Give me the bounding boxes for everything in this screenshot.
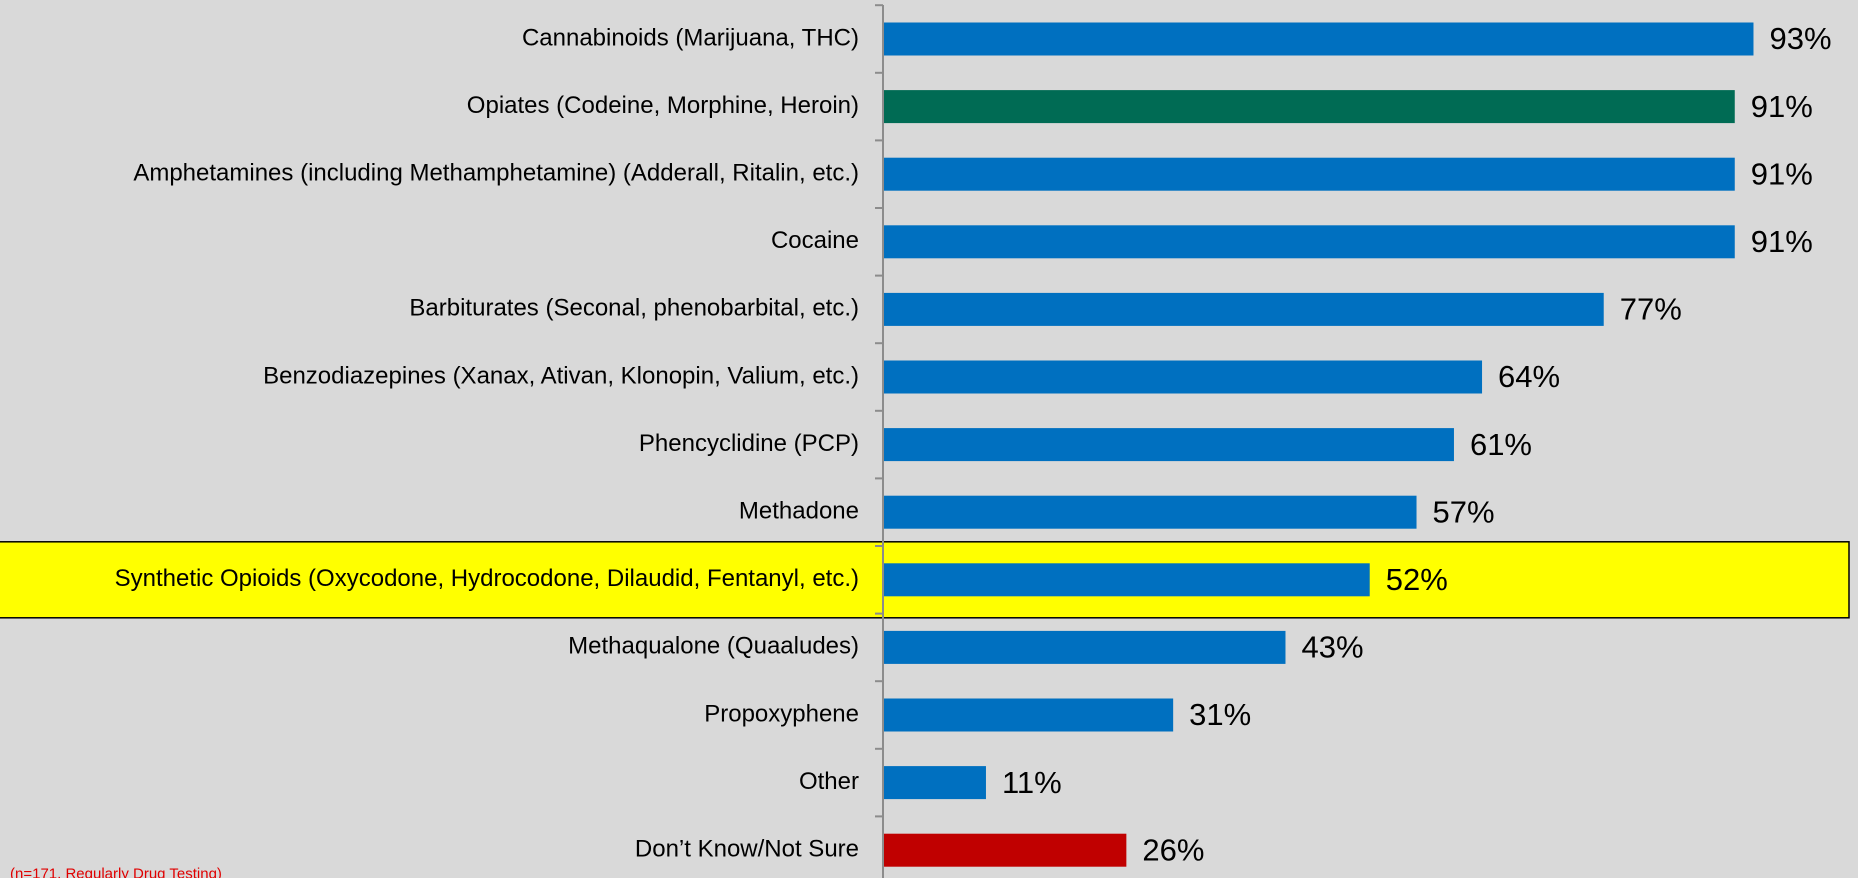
bar	[883, 22, 1754, 56]
data-label: 91%	[1751, 156, 1813, 191]
bar	[883, 90, 1735, 124]
category-label: Cocaine	[771, 227, 859, 254]
data-label: 64%	[1498, 359, 1560, 394]
data-label: 77%	[1620, 292, 1682, 327]
category-label: Barbiturates (Seconal, phenobarbital, et…	[409, 295, 859, 322]
category-label: Cannabinoids (Marijuana, THC)	[522, 24, 859, 51]
category-label: Propoxyphene	[704, 700, 859, 727]
data-label: 43%	[1301, 630, 1363, 665]
category-label: Methaqualone (Quaaludes)	[568, 633, 859, 660]
data-label: 26%	[1142, 832, 1204, 867]
data-label: 93%	[1769, 21, 1831, 56]
category-label: Opiates (Codeine, Morphine, Heroin)	[467, 92, 859, 119]
bar	[883, 563, 1370, 597]
data-label: 61%	[1470, 427, 1532, 462]
category-label: Amphetamines (including Methamphetamine)…	[133, 160, 859, 187]
bar	[883, 495, 1417, 529]
category-label: Methadone	[739, 498, 859, 525]
bar	[883, 698, 1174, 732]
category-label: Other	[799, 768, 859, 795]
bar	[883, 292, 1604, 326]
bar	[883, 428, 1454, 462]
data-label: 57%	[1433, 494, 1495, 529]
bar	[883, 360, 1483, 394]
data-label: 91%	[1751, 224, 1813, 259]
footnote: (n=171, Regularly Drug Testing)	[10, 865, 222, 878]
bar	[883, 766, 986, 800]
bar	[883, 225, 1735, 259]
data-label: 52%	[1386, 562, 1448, 597]
category-label: Phencyclidine (PCP)	[639, 430, 859, 457]
bar	[883, 157, 1735, 191]
category-label: Benzodiazepines (Xanax, Ativan, Klonopin…	[263, 362, 859, 389]
category-label: Synthetic Opioids (Oxycodone, Hydrocodon…	[115, 565, 859, 592]
bar	[883, 630, 1286, 664]
data-label: 31%	[1189, 697, 1251, 732]
data-label: 11%	[1002, 765, 1062, 800]
bar	[883, 833, 1127, 867]
data-label: 91%	[1751, 89, 1813, 124]
category-label: Don’t Know/Not Sure	[635, 836, 859, 863]
